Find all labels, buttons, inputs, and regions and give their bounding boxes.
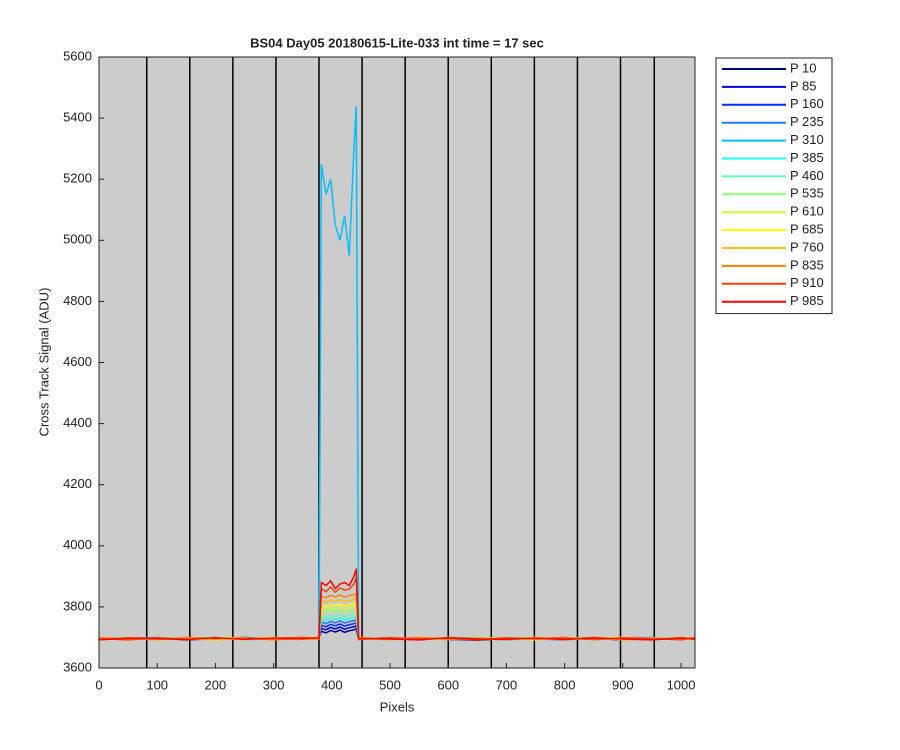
legend-label: P 760 [790,239,824,254]
y-tick-label: 4200 [63,476,92,491]
legend-label: P 685 [790,222,824,237]
x-tick-label: 1000 [667,677,696,692]
x-tick-label: 500 [379,677,401,692]
y-tick-label: 3800 [63,598,92,613]
legend-label: P 310 [790,132,824,147]
y-tick-label: 4600 [63,354,92,369]
y-tick-label: 5000 [63,232,92,247]
legend-box [715,57,833,315]
legend-label: P 910 [790,275,824,290]
x-tick-label: 700 [496,677,518,692]
x-tick-label: 400 [321,677,343,692]
legend-label: P 985 [790,293,824,308]
legend-label: P 385 [790,150,824,165]
y-tick-label: 5200 [63,171,92,186]
x-tick-label: 900 [612,677,634,692]
x-tick-label: 300 [263,677,285,692]
y-tick-label: 5600 [63,48,92,63]
y-tick-label: 3600 [63,659,92,674]
legend-label: P 235 [790,114,824,129]
legend-label: P 535 [790,186,824,201]
y-axis-label: Cross Track Signal (ADU) [36,288,51,437]
x-tick-label: 800 [554,677,576,692]
series-line [98,568,696,641]
x-tick-label: 200 [205,677,227,692]
legend-label: P 10 [790,60,817,75]
legend-label: P 85 [790,78,817,93]
y-tick-label: 4800 [63,293,92,308]
legend-label: P 160 [790,96,824,111]
x-tick-label: 100 [146,677,168,692]
plot-background [99,57,695,668]
legend-label: P 835 [790,257,824,272]
y-tick-label: 4400 [63,415,92,430]
y-tick-label: 4000 [63,537,92,552]
legend-label: P 460 [790,168,824,183]
x-tick-label: 600 [437,677,459,692]
x-tick-label: 0 [95,677,102,692]
x-axis-label: Pixels [380,699,415,714]
y-tick-label: 5400 [63,110,92,125]
chart-title: BS04 Day05 20180615-Lite-033 int time = … [250,35,544,50]
legend-label: P 610 [790,204,824,219]
